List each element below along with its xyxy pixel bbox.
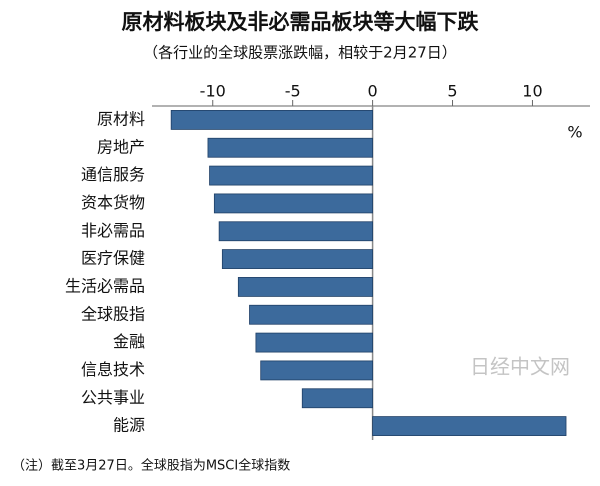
bar bbox=[170, 110, 373, 130]
chart-title: 原材料板块及非必需品板块等大幅下跌 bbox=[122, 10, 480, 34]
bar bbox=[221, 249, 373, 269]
bar bbox=[237, 277, 373, 297]
y-tick-label: 金融 bbox=[113, 332, 145, 351]
bar bbox=[209, 165, 373, 186]
y-tick-label: 资本货物 bbox=[81, 193, 145, 212]
y-tick-label: 信息技术 bbox=[81, 360, 145, 379]
x-tick-label: -10 bbox=[200, 82, 226, 101]
y-tick-label: 原材料 bbox=[97, 109, 145, 128]
bar bbox=[213, 193, 373, 214]
y-tick-label: 非必需品 bbox=[81, 221, 145, 240]
bar bbox=[218, 221, 373, 242]
y-tick-label: 公共事业 bbox=[81, 388, 145, 407]
y-tick-label: 通信服务 bbox=[81, 165, 145, 184]
bar bbox=[260, 360, 373, 381]
y-tick-label: 房地产 bbox=[97, 137, 145, 156]
y-tick-label: 生活必需品 bbox=[65, 276, 145, 295]
bar bbox=[372, 416, 567, 436]
y-tick-label: 医疗保健 bbox=[81, 249, 145, 268]
x-tick-label: 0 bbox=[368, 82, 378, 101]
y-tick-label: 能源 bbox=[113, 416, 145, 435]
x-tick-label: 5 bbox=[447, 82, 457, 101]
watermark: 日经中文网 bbox=[470, 355, 570, 379]
bar bbox=[301, 388, 373, 409]
x-tick-label: -5 bbox=[285, 82, 301, 101]
unit-label: % bbox=[567, 123, 582, 142]
bar bbox=[207, 137, 373, 158]
x-tick-label: 10 bbox=[522, 82, 542, 101]
bar bbox=[249, 304, 373, 325]
y-tick-label: 全球股指 bbox=[81, 304, 145, 323]
footnote: （注）截至3月27日。全球股指为MSCI全球指数 bbox=[12, 458, 290, 474]
bar bbox=[255, 332, 373, 353]
chart-subtitle: （各行业的全球股票涨跌幅，相较于2月27日） bbox=[143, 44, 457, 62]
